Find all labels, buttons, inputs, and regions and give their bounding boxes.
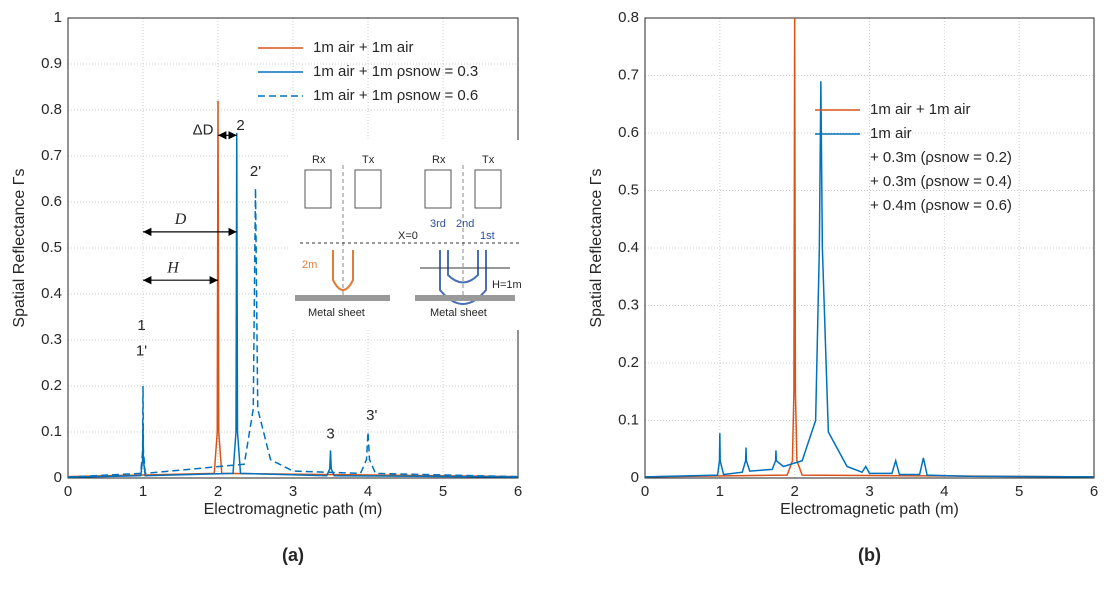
x-axis-label: Electromagnetic path (m) xyxy=(780,501,959,518)
y-axis-label: Spatial Reflectance Γs xyxy=(588,168,605,327)
x-tick-label: 5 xyxy=(439,483,447,500)
x-tick-label: 4 xyxy=(940,483,948,500)
x-tick-label: 1 xyxy=(716,483,724,500)
annotation: 1' xyxy=(136,342,147,359)
metal-sheet xyxy=(295,295,390,301)
inset-label: Rx xyxy=(432,154,446,166)
annotation: 1 xyxy=(137,317,145,334)
inset-label: 3rd xyxy=(430,218,446,230)
inset-label: 2m xyxy=(302,259,317,271)
inset-label: Tx xyxy=(482,154,495,166)
antenna xyxy=(354,169,382,209)
antenna xyxy=(474,169,502,209)
inset-label: Rx xyxy=(312,154,326,166)
x-tick-label: 0 xyxy=(64,483,72,500)
inset-label: 1st xyxy=(480,230,495,242)
inset-diagram: Rx Tx Rx Tx X=0 2m 3rd 2nd 1st H=1m Meta… xyxy=(290,140,530,330)
y-tick-label: 0.4 xyxy=(618,239,639,256)
annotation: 2 xyxy=(236,117,244,134)
series-line xyxy=(68,188,518,478)
x-tick-label: 3 xyxy=(865,483,873,500)
annotation: ΔD xyxy=(193,122,214,139)
inset-label: Metal sheet xyxy=(308,307,365,319)
y-tick-label: 0.9 xyxy=(41,55,62,72)
ray xyxy=(332,250,354,291)
inset-label: Metal sheet xyxy=(430,307,487,319)
y-tick-label: 0.8 xyxy=(618,9,639,26)
x-tick-label: 3 xyxy=(289,483,297,500)
legend-label: 1m air + 1m ρsnow = 0.6 xyxy=(313,87,478,104)
y-tick-label: 0.5 xyxy=(618,181,639,198)
x-axis-label: Electromagnetic path (m) xyxy=(204,501,383,518)
inset-label: H=1m xyxy=(492,279,522,291)
legend-note: + 0.3m (ρsnow = 0.2) xyxy=(870,149,1012,166)
y-tick-label: 0.4 xyxy=(41,285,62,302)
inset-label: X=0 xyxy=(398,230,418,242)
annotation: 3' xyxy=(366,407,377,424)
y-tick-label: 0.3 xyxy=(41,331,62,348)
series-line xyxy=(645,81,1094,478)
x-tick-label: 2 xyxy=(214,483,222,500)
legend-label: 1m air + 1m air xyxy=(313,39,413,56)
y-tick-label: 0.2 xyxy=(41,377,62,394)
legend-note: + 0.3m (ρsnow = 0.4) xyxy=(870,173,1012,190)
y-tick-label: 0.8 xyxy=(41,101,62,118)
antenna xyxy=(304,169,332,209)
annotation: D xyxy=(174,211,187,228)
legend-label: 1m air + 1m air xyxy=(870,101,970,118)
inset-label: 2nd xyxy=(456,218,474,230)
x-tick-label: 2 xyxy=(790,483,798,500)
axes-box xyxy=(644,17,1095,479)
x-tick-label: 5 xyxy=(1015,483,1023,500)
y-tick-label: 0.6 xyxy=(618,124,639,141)
y-tick-label: 0.7 xyxy=(41,147,62,164)
inset-label: Tx xyxy=(362,154,375,166)
series-line xyxy=(645,17,1094,478)
y-tick-label: 0.6 xyxy=(41,193,62,210)
x-tick-label: 4 xyxy=(364,483,372,500)
antenna xyxy=(424,169,452,209)
caption: (a) xyxy=(282,545,304,565)
y-tick-label: 0 xyxy=(631,469,639,486)
y-tick-label: 0.7 xyxy=(618,66,639,83)
x-tick-label: 0 xyxy=(641,483,649,500)
x-tick-label: 6 xyxy=(514,483,522,500)
annotation: H xyxy=(166,259,180,276)
y-tick-label: 0.3 xyxy=(618,296,639,313)
y-tick-label: 0.5 xyxy=(41,239,62,256)
y-axis-label: Spatial Reflectance Γs xyxy=(11,168,28,327)
y-tick-label: 0.1 xyxy=(41,423,62,440)
annotation: 3 xyxy=(326,425,334,442)
ray xyxy=(439,250,487,305)
y-tick-label: 0.2 xyxy=(618,354,639,371)
x-tick-label: 6 xyxy=(1090,483,1098,500)
y-tick-label: 1 xyxy=(54,9,62,26)
legend-label: 1m air xyxy=(870,125,912,142)
legend-label: 1m air + 1m ρsnow = 0.3 xyxy=(313,63,478,80)
y-tick-label: 0 xyxy=(54,469,62,486)
legend-note: + 0.4m (ρsnow = 0.6) xyxy=(870,197,1012,214)
x-tick-label: 1 xyxy=(139,483,147,500)
caption: (b) xyxy=(858,545,881,565)
annotation: 2' xyxy=(250,163,261,180)
metal-sheet xyxy=(415,295,515,301)
y-tick-label: 0.1 xyxy=(618,411,639,428)
